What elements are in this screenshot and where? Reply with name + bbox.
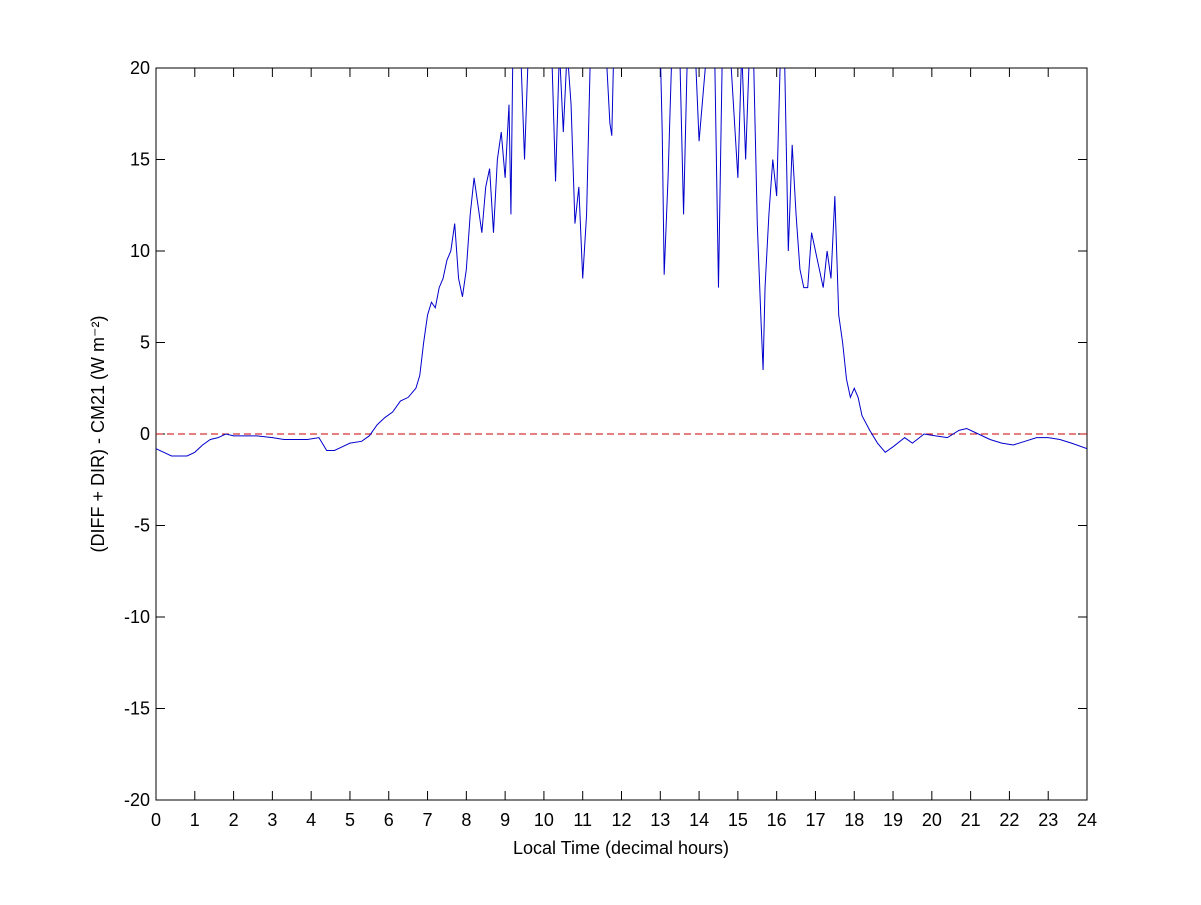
y-tick-label: 10 — [130, 241, 150, 261]
x-tick-label: 22 — [999, 810, 1019, 830]
x-tick-label: 10 — [534, 810, 554, 830]
x-axis-label: Local Time (decimal hours) — [513, 838, 729, 858]
x-tick-label: 20 — [922, 810, 942, 830]
x-tick-label: 0 — [151, 810, 161, 830]
x-tick-label: 21 — [961, 810, 981, 830]
y-tick-label: 15 — [130, 150, 150, 170]
y-tick-label: -20 — [124, 790, 150, 810]
y-tick-label: -15 — [124, 699, 150, 719]
x-tick-label: 12 — [611, 810, 631, 830]
y-tick-label: 0 — [140, 424, 150, 444]
y-tick-label: 20 — [130, 58, 150, 78]
x-tick-label: 15 — [728, 810, 748, 830]
y-tick-label: -10 — [124, 607, 150, 627]
x-tick-label: 5 — [345, 810, 355, 830]
x-tick-label: 3 — [267, 810, 277, 830]
x-tick-label: 18 — [844, 810, 864, 830]
x-tick-label: 1 — [190, 810, 200, 830]
y-axis-label: (DIFF + DIR) - CM21 (W m⁻²) — [88, 316, 108, 553]
x-tick-label: 6 — [384, 810, 394, 830]
x-tick-label: 14 — [689, 810, 709, 830]
x-tick-label: 11 — [573, 810, 592, 830]
x-tick-label: 13 — [650, 810, 670, 830]
x-tick-label: 9 — [500, 810, 510, 830]
x-tick-label: 24 — [1077, 810, 1097, 830]
x-tick-label: 2 — [229, 810, 239, 830]
x-tick-label: 17 — [805, 810, 825, 830]
x-tick-label: 7 — [423, 810, 433, 830]
data-line — [156, 68, 1087, 457]
y-tick-label: -5 — [134, 516, 150, 536]
y-tick-label: 5 — [140, 333, 150, 353]
x-tick-label: 8 — [461, 810, 471, 830]
x-tick-label: 23 — [1038, 810, 1058, 830]
x-tick-label: 4 — [306, 810, 316, 830]
x-tick-label: 16 — [767, 810, 787, 830]
x-tick-label: 19 — [883, 810, 903, 830]
